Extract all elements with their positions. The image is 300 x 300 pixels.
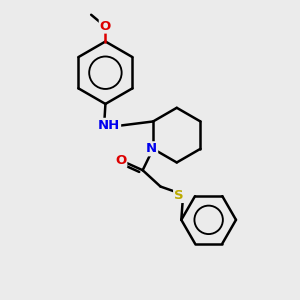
Text: N: N	[146, 142, 157, 155]
Text: O: O	[115, 154, 126, 167]
Text: NH: NH	[98, 119, 120, 132]
Text: S: S	[174, 189, 184, 202]
Text: O: O	[100, 20, 111, 33]
